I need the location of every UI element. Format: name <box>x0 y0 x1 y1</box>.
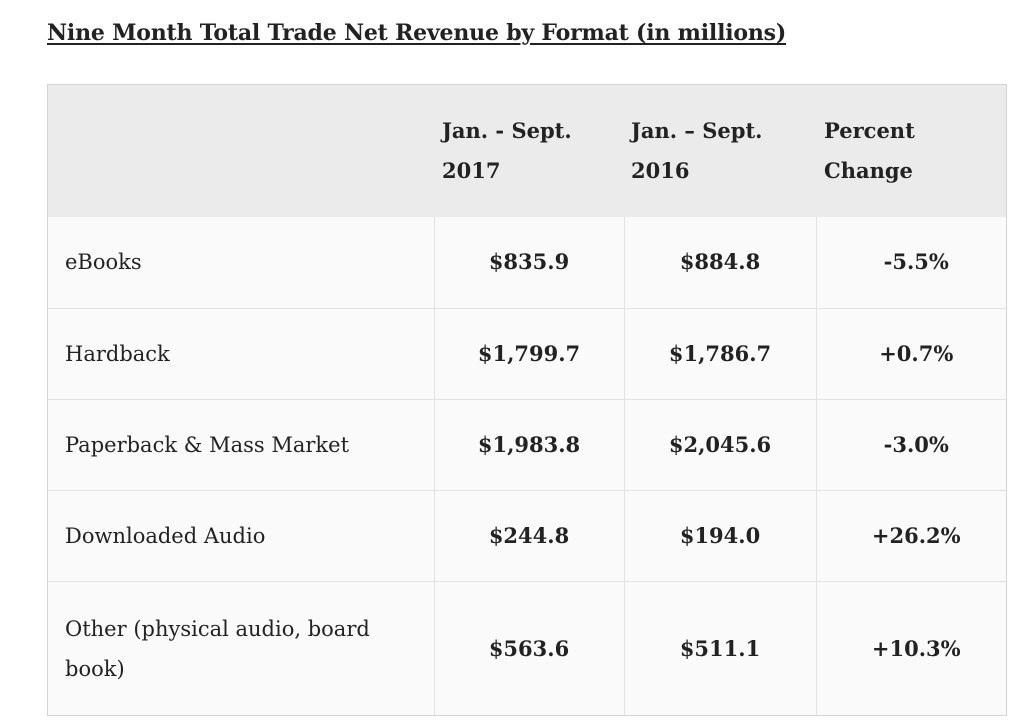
table-row: Hardback $1,799.7 $1,786.7 +0.7% <box>48 307 1006 400</box>
value-2016: $2,045.6 <box>623 398 817 492</box>
table-header-row: Jan. - Sept. 2017 Jan. – Sept. 2016 Perc… <box>48 85 1006 217</box>
value-2017: $244.8 <box>433 490 625 583</box>
row-label: Paperback & Mass Market <box>48 398 435 492</box>
table-row: Paperback & Mass Market $1,983.8 $2,045.… <box>48 398 1006 492</box>
value-2017: $835.9 <box>433 217 625 309</box>
percent-change: +10.3% <box>815 581 1006 715</box>
percent-change: -5.5% <box>815 217 1006 309</box>
row-label: Other (physical audio, board book) <box>48 581 435 715</box>
value-2017: $1,799.7 <box>433 307 625 400</box>
table-row: eBooks $835.9 $884.8 -5.5% <box>48 217 1006 309</box>
percent-change: +0.7% <box>815 307 1006 400</box>
revenue-table: Jan. - Sept. 2017 Jan. – Sept. 2016 Perc… <box>48 85 1006 715</box>
value-2016: $511.1 <box>623 581 817 715</box>
revenue-table-container: Jan. - Sept. 2017 Jan. – Sept. 2016 Perc… <box>47 84 1007 716</box>
value-2016: $884.8 <box>623 217 817 309</box>
percent-change: +26.2% <box>815 490 1006 583</box>
row-label: eBooks <box>48 217 435 309</box>
table-row: Downloaded Audio $244.8 $194.0 +26.2% <box>48 490 1006 583</box>
value-2016: $1,786.7 <box>623 307 817 400</box>
header-cell-percent-change: Percent Change <box>816 85 1006 217</box>
value-2016: $194.0 <box>623 490 817 583</box>
row-label: Downloaded Audio <box>48 490 435 583</box>
header-cell-2016: Jan. – Sept. 2016 <box>624 85 816 217</box>
table-title: Nine Month Total Trade Net Revenue by Fo… <box>47 20 787 46</box>
header-cell-format <box>48 85 434 217</box>
value-2017: $563.6 <box>433 581 625 715</box>
row-label: Hardback <box>48 307 435 400</box>
percent-change: -3.0% <box>815 398 1006 492</box>
value-2017: $1,983.8 <box>433 398 625 492</box>
table-row: Other (physical audio, board book) $563.… <box>48 581 1006 715</box>
header-cell-2017: Jan. - Sept. 2017 <box>434 85 624 217</box>
